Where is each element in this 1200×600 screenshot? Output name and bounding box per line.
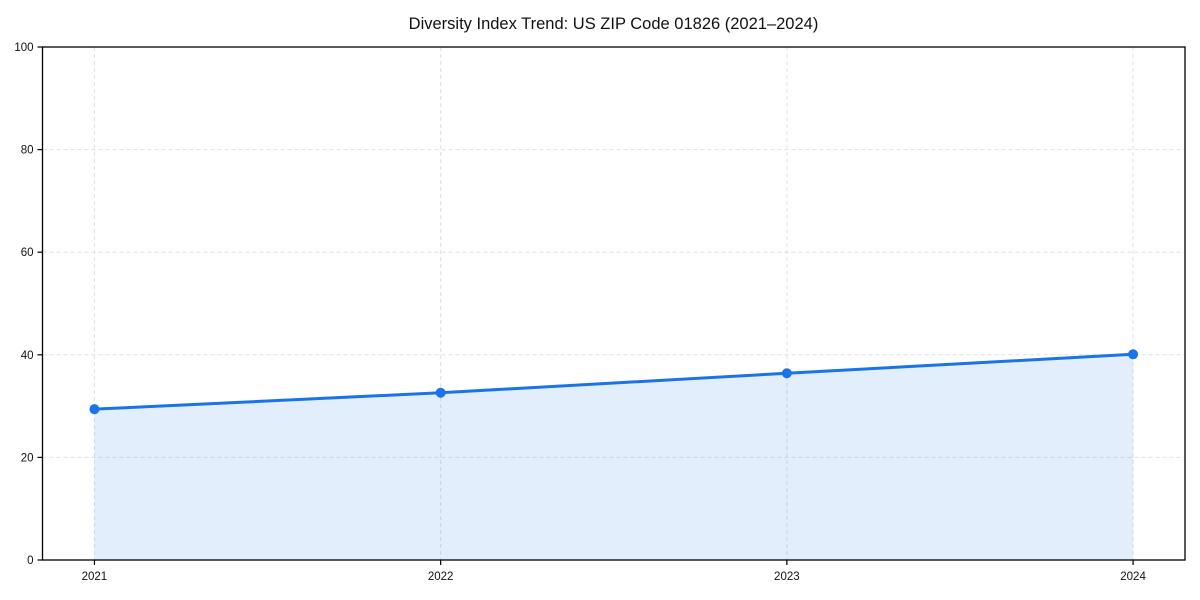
y-tick-label: 0 xyxy=(27,555,33,567)
y-tick-label: 80 xyxy=(21,145,34,157)
trend-line xyxy=(92,352,1135,411)
x-tick-label: 2023 xyxy=(774,571,800,583)
y-tick-label: 20 xyxy=(21,452,34,464)
chart-title: Diversity Index Trend: US ZIP Code 01826… xyxy=(409,15,819,33)
data-point-2023 xyxy=(781,368,792,379)
area-fill xyxy=(94,354,1134,560)
y-tick-label: 100 xyxy=(14,42,33,54)
axes-frame xyxy=(41,46,1186,561)
x-tick-label: 2021 xyxy=(82,571,108,583)
plot-area: 0 20 40 60 80 100 2021 2022 2023 2024 xyxy=(14,42,1186,583)
y-tick-label: 40 xyxy=(21,350,34,362)
x-tick-label: 2022 xyxy=(428,571,454,583)
y-tick-label: 60 xyxy=(21,247,34,259)
data-point-2022 xyxy=(435,387,446,398)
data-point-2024 xyxy=(1128,349,1139,360)
x-tick-label: 2024 xyxy=(1120,571,1146,583)
data-point-2021 xyxy=(89,404,100,415)
